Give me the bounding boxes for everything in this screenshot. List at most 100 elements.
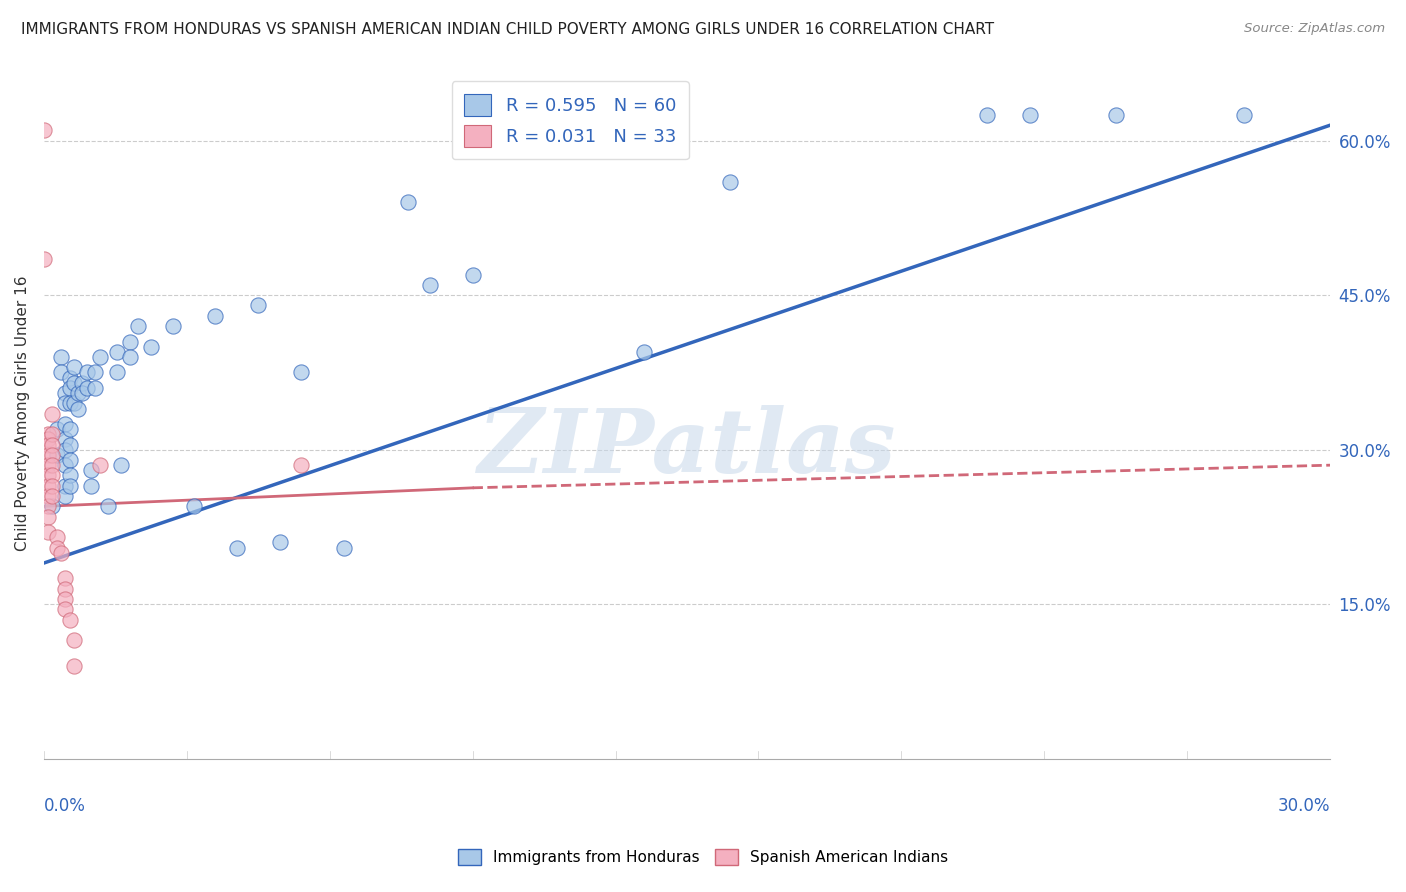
Point [37, 433, 59, 447]
Point [67, 386, 90, 401]
Point [53, 442, 76, 457]
Point [45, 448, 67, 462]
Point [41, 479, 63, 493]
Point [63, 659, 86, 673]
Point [976, 108, 998, 122]
Point [53, 396, 76, 410]
Point [37, 427, 59, 442]
Point [72, 376, 94, 390]
Point [1019, 108, 1042, 122]
Point [225, 541, 247, 555]
Point [53, 572, 76, 586]
Point [247, 298, 270, 312]
Point [183, 500, 205, 514]
Text: ZIPatlas: ZIPatlas [478, 405, 896, 491]
Point [45, 541, 67, 555]
Point [41, 437, 63, 451]
Point [80, 463, 103, 477]
Point [118, 334, 141, 349]
Point [59, 396, 82, 410]
Point [41, 458, 63, 472]
Point [53, 582, 76, 596]
Point [461, 268, 484, 282]
Point [45, 422, 67, 436]
Point [89, 458, 111, 472]
Point [41, 407, 63, 421]
Legend: R = 0.595   N = 60, R = 0.031   N = 33: R = 0.595 N = 60, R = 0.031 N = 33 [451, 81, 689, 160]
Point [105, 366, 128, 380]
Point [67, 401, 90, 416]
Point [333, 541, 356, 555]
Point [59, 422, 82, 436]
Point [63, 396, 86, 410]
Point [37, 458, 59, 472]
Point [53, 592, 76, 607]
Point [49, 546, 72, 560]
Text: IMMIGRANTS FROM HONDURAS VS SPANISH AMERICAN INDIAN CHILD POVERTY AMONG GIRLS UN: IMMIGRANTS FROM HONDURAS VS SPANISH AMER… [21, 22, 994, 37]
Point [53, 489, 76, 503]
Point [97, 500, 120, 514]
Point [1105, 108, 1128, 122]
Point [53, 386, 76, 401]
Point [396, 195, 419, 210]
Point [118, 350, 141, 364]
Point [1233, 108, 1256, 122]
Point [32, 123, 55, 137]
Point [49, 366, 72, 380]
Point [59, 468, 82, 483]
Point [89, 350, 111, 364]
Text: Source: ZipAtlas.com: Source: ZipAtlas.com [1244, 22, 1385, 36]
Text: 30.0%: 30.0% [1278, 797, 1330, 814]
Point [59, 437, 82, 451]
Y-axis label: Child Poverty Among Girls Under 16: Child Poverty Among Girls Under 16 [15, 276, 30, 551]
Point [718, 175, 741, 189]
Point [45, 530, 67, 544]
Point [63, 633, 86, 648]
Point [127, 319, 149, 334]
Point [37, 479, 59, 493]
Point [41, 427, 63, 442]
Point [53, 602, 76, 616]
Point [84, 381, 107, 395]
Text: 0.0%: 0.0% [44, 797, 86, 814]
Point [84, 366, 107, 380]
Point [204, 309, 226, 323]
Point [63, 360, 86, 375]
Legend: Immigrants from Honduras, Spanish American Indians: Immigrants from Honduras, Spanish Americ… [451, 843, 955, 871]
Point [59, 381, 82, 395]
Point [37, 437, 59, 451]
Point [59, 453, 82, 467]
Point [37, 448, 59, 462]
Point [290, 366, 312, 380]
Point [59, 370, 82, 384]
Point [105, 344, 128, 359]
Point [633, 344, 655, 359]
Point [162, 319, 184, 334]
Point [139, 340, 162, 354]
Point [76, 366, 98, 380]
Point [419, 277, 441, 292]
Point [72, 386, 94, 401]
Point [32, 252, 55, 266]
Point [49, 350, 72, 364]
Point [41, 500, 63, 514]
Point [37, 500, 59, 514]
Point [53, 433, 76, 447]
Point [53, 458, 76, 472]
Point [37, 489, 59, 503]
Point [59, 479, 82, 493]
Point [80, 479, 103, 493]
Point [290, 458, 312, 472]
Point [41, 489, 63, 503]
Point [37, 525, 59, 540]
Point [269, 535, 291, 549]
Point [53, 479, 76, 493]
Point [59, 613, 82, 627]
Point [110, 458, 132, 472]
Point [37, 468, 59, 483]
Point [63, 376, 86, 390]
Point [41, 468, 63, 483]
Point [76, 381, 98, 395]
Point [53, 417, 76, 431]
Point [37, 509, 59, 524]
